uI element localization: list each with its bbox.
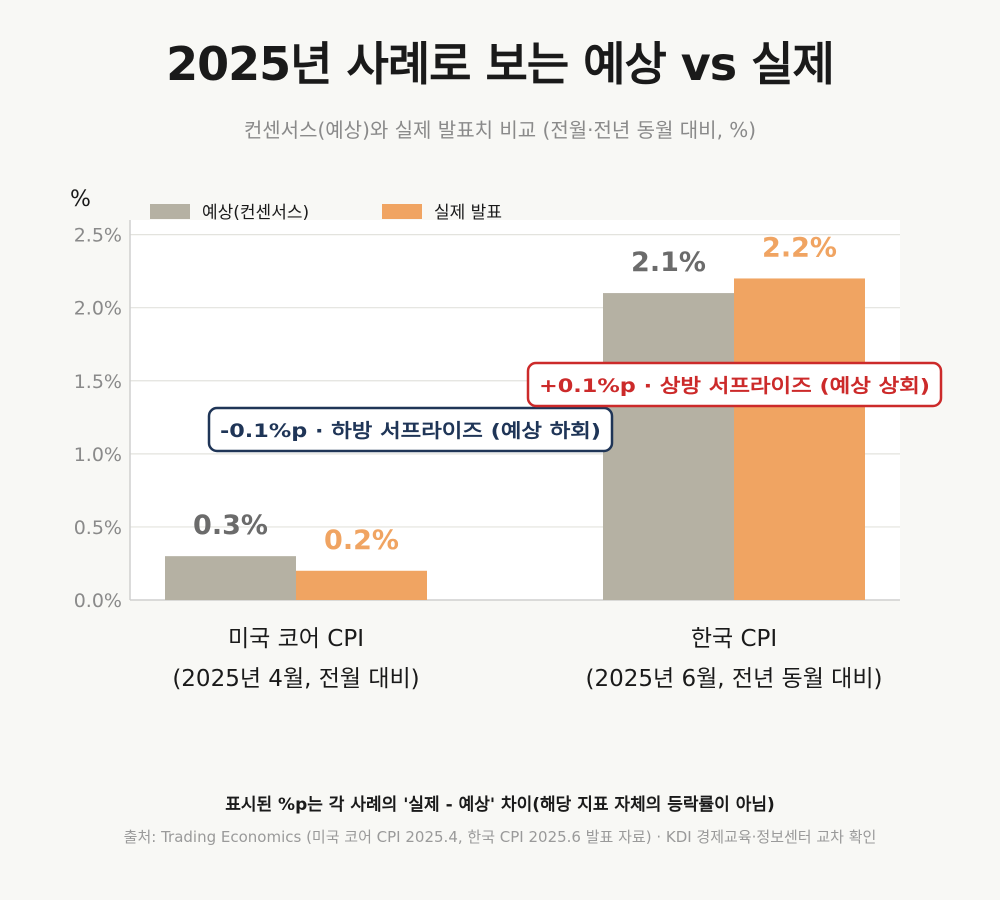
legend-label-actual: 실제 발표 [434, 203, 502, 223]
legend-swatch-expected [150, 204, 190, 219]
category-label-1: 한국 CPI [691, 626, 777, 652]
bar-chart: 0.0% 0.5% 1.0% 1.5% 2.0% 2.5%% 예상(컨센서스) 실제 발표 0.… [70, 187, 943, 692]
bar-expected-1 [603, 293, 734, 600]
y-tick-label: 1.0% [74, 444, 122, 466]
y-tick-label: 2.5% [74, 225, 122, 247]
data-label-expected-0: 0.3% [193, 510, 268, 541]
annotation-box-down [207, 406, 614, 453]
page-subtitle: 컨센서스(예상)와 실제 발표치 비교 (전월·전년 동월 대비, %) [243, 118, 757, 142]
source-note: 출처: Trading Economics (미국 코어 CPI 2025.4,… [123, 828, 877, 846]
y-tick-label: 2.0% [74, 298, 122, 320]
legend-label-expected: 예상(컨센서스) [202, 203, 309, 223]
legend-swatch-actual [382, 204, 422, 219]
page-title: 2025년 사례로 보는 예상 vs 실제 [166, 37, 835, 91]
category-sublabel-0: (2025년 4월, 전월 대비) [172, 666, 419, 692]
bar-expected-0 [165, 556, 296, 600]
category-sublabel-1: (2025년 6월, 전년 동월 대비) [586, 666, 883, 692]
y-tick-label: 0.5% [74, 517, 122, 539]
bar-actual-0 [296, 570, 427, 600]
annotation-text-up: +0.1%p · 상방 서프라이즈 (예상 상회) [539, 375, 930, 397]
data-label-expected-1: 2.1% [631, 247, 706, 278]
bar-actual-1 [734, 278, 865, 600]
data-label-actual-1: 2.2% [762, 232, 837, 263]
annotation-box-up [526, 361, 943, 408]
annotation-text-down: -0.1%p · 하방 서프라이즈 (예상 하회) [220, 420, 601, 442]
y-tick-label: 1.5% [74, 371, 122, 393]
y-tick-label: 0.0% [74, 590, 122, 612]
category-label-0: 미국 코어 CPI [228, 626, 364, 652]
footnote: 표시된 %p는 각 사례의 '실제 - 예상' 차이(해당 지표 자체의 등락률… [225, 795, 775, 815]
y-axis-label: % [70, 187, 91, 212]
data-label-actual-0: 0.2% [324, 525, 399, 556]
